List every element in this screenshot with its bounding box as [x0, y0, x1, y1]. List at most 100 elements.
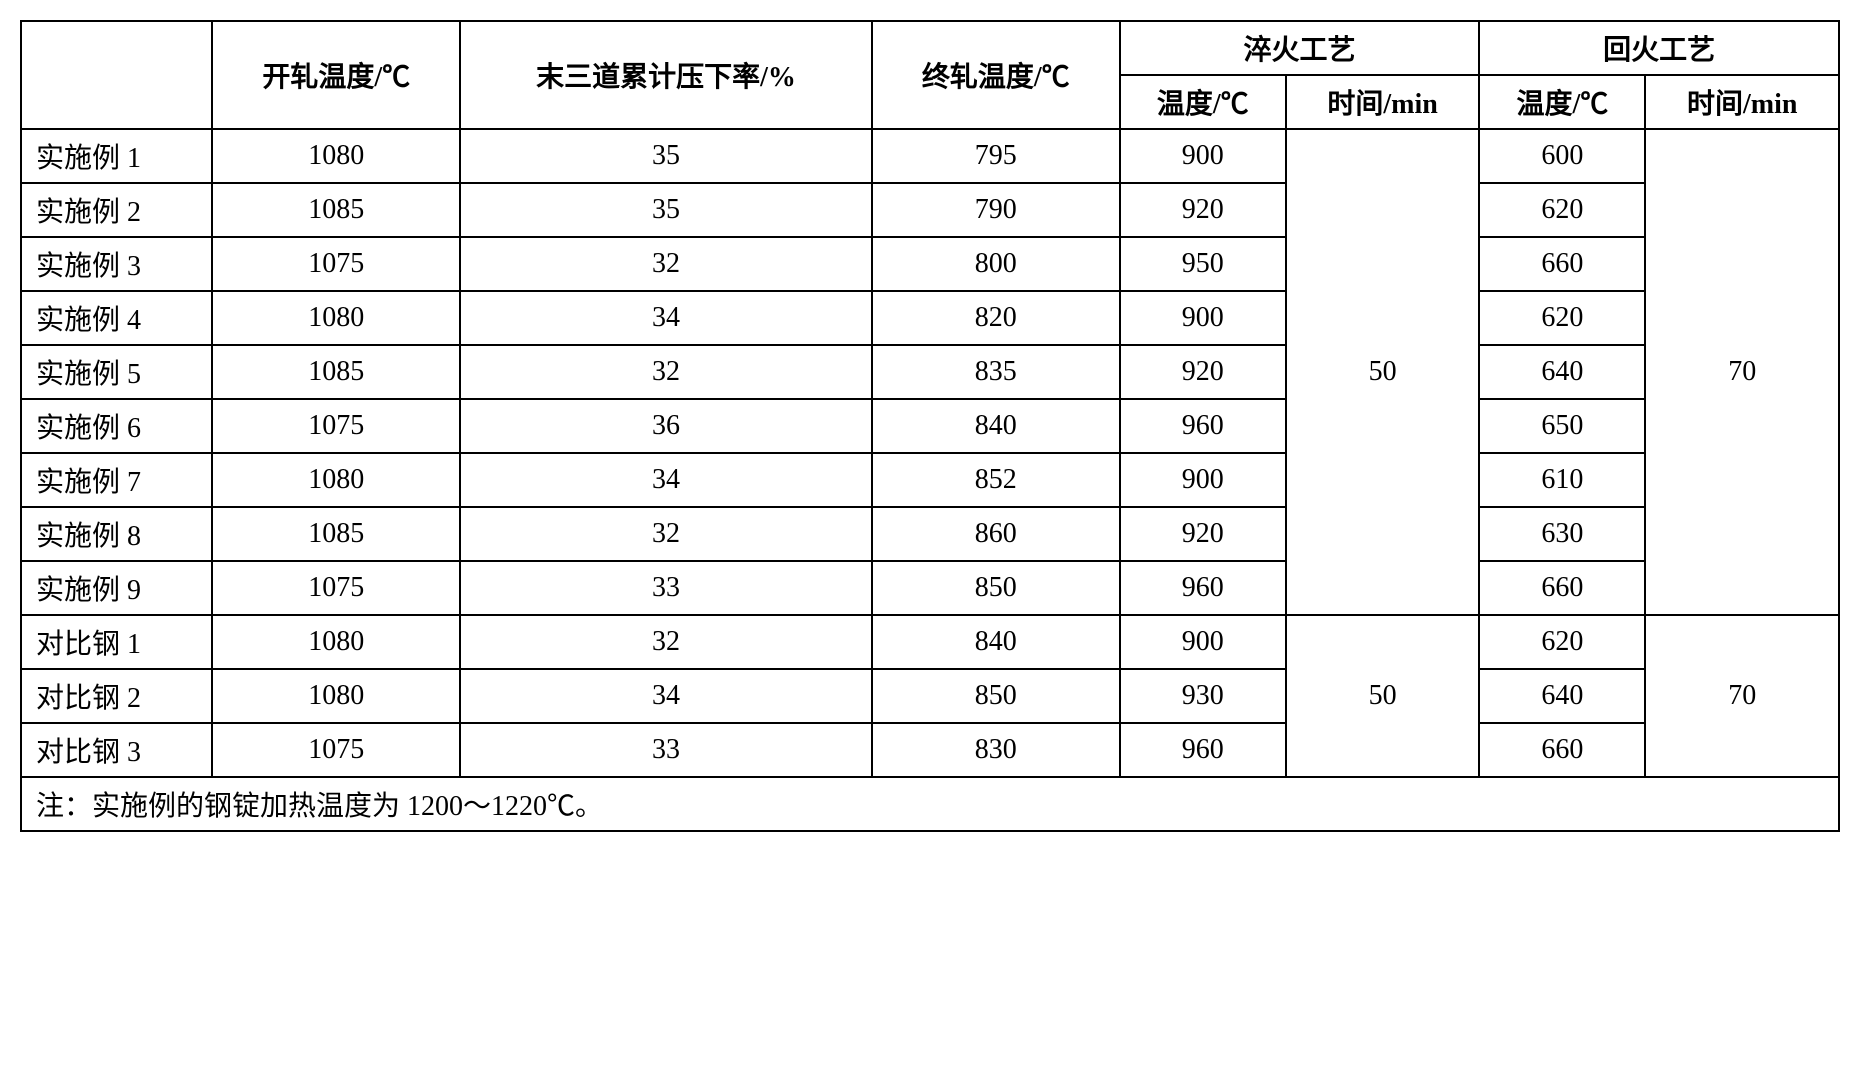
table-row: 实施例 8 1085 32 860 920 630: [21, 507, 1839, 561]
row-label: 对比钢 2: [21, 669, 212, 723]
cell-tt: 660: [1479, 561, 1645, 615]
header-temper-group: 回火工艺: [1479, 21, 1839, 75]
cell-tt: 640: [1479, 345, 1645, 399]
cell-reduction: 34: [460, 453, 872, 507]
row-label: 对比钢 1: [21, 615, 212, 669]
cell-finish: 800: [872, 237, 1120, 291]
header-temper-temp: 温度/℃: [1479, 75, 1645, 129]
cell-open: 1085: [212, 507, 460, 561]
cell-reduction: 35: [460, 183, 872, 237]
cell-qt: 900: [1120, 615, 1286, 669]
cell-qt: 920: [1120, 183, 1286, 237]
cell-qt: 900: [1120, 453, 1286, 507]
cell-open: 1080: [212, 453, 460, 507]
cell-qt: 930: [1120, 669, 1286, 723]
table-row: 实施例 3 1075 32 800 950 660: [21, 237, 1839, 291]
header-blank: [21, 21, 212, 129]
cell-qt: 900: [1120, 129, 1286, 183]
cell-tt: 660: [1479, 237, 1645, 291]
table-row: 实施例 4 1080 34 820 900 620: [21, 291, 1839, 345]
cell-reduction: 34: [460, 291, 872, 345]
cell-qt: 960: [1120, 399, 1286, 453]
header-quench-time: 时间/min: [1286, 75, 1479, 129]
cell-finish: 860: [872, 507, 1120, 561]
row-label: 实施例 7: [21, 453, 212, 507]
table-row: 对比钢 3 1075 33 830 960 660: [21, 723, 1839, 777]
row-label: 实施例 9: [21, 561, 212, 615]
row-label: 实施例 5: [21, 345, 212, 399]
cell-tt: 650: [1479, 399, 1645, 453]
cell-ttime-merged: 70: [1645, 615, 1839, 777]
header-temper-time: 时间/min: [1645, 75, 1839, 129]
process-table: 开轧温度/℃ 末三道累计压下率/% 终轧温度/℃ 淬火工艺 回火工艺 温度/℃ …: [20, 20, 1840, 832]
note-text: 注：实施例的钢锭加热温度为 1200～1220℃。: [21, 777, 1839, 831]
cell-finish: 830: [872, 723, 1120, 777]
cell-tt: 660: [1479, 723, 1645, 777]
table-row: 实施例 9 1075 33 850 960 660: [21, 561, 1839, 615]
row-label: 实施例 6: [21, 399, 212, 453]
table-row: 对比钢 2 1080 34 850 930 640: [21, 669, 1839, 723]
cell-qt: 960: [1120, 723, 1286, 777]
cell-tt: 630: [1479, 507, 1645, 561]
cell-tt: 610: [1479, 453, 1645, 507]
cell-reduction: 32: [460, 345, 872, 399]
cell-tt: 620: [1479, 291, 1645, 345]
cell-reduction: 33: [460, 723, 872, 777]
cell-tt: 620: [1479, 615, 1645, 669]
row-label: 实施例 8: [21, 507, 212, 561]
row-label: 实施例 3: [21, 237, 212, 291]
table-row: 实施例 7 1080 34 852 900 610: [21, 453, 1839, 507]
header-finish-temp: 终轧温度/℃: [872, 21, 1120, 129]
header-quench-group: 淬火工艺: [1120, 21, 1480, 75]
row-label: 实施例 4: [21, 291, 212, 345]
header-quench-temp: 温度/℃: [1120, 75, 1286, 129]
cell-finish: 850: [872, 669, 1120, 723]
cell-reduction: 36: [460, 399, 872, 453]
cell-finish: 795: [872, 129, 1120, 183]
row-label: 对比钢 3: [21, 723, 212, 777]
cell-qt: 920: [1120, 507, 1286, 561]
note-row: 注：实施例的钢锭加热温度为 1200～1220℃。: [21, 777, 1839, 831]
table-row: 对比钢 1 1080 32 840 900 50 620 70: [21, 615, 1839, 669]
cell-open: 1080: [212, 615, 460, 669]
cell-tt: 600: [1479, 129, 1645, 183]
cell-reduction: 33: [460, 561, 872, 615]
cell-qt: 960: [1120, 561, 1286, 615]
cell-open: 1080: [212, 129, 460, 183]
row-label: 实施例 2: [21, 183, 212, 237]
cell-qt: 900: [1120, 291, 1286, 345]
cell-finish: 820: [872, 291, 1120, 345]
cell-finish: 790: [872, 183, 1120, 237]
cell-finish: 852: [872, 453, 1120, 507]
cell-reduction: 32: [460, 615, 872, 669]
cell-tt: 620: [1479, 183, 1645, 237]
cell-reduction: 35: [460, 129, 872, 183]
cell-open: 1075: [212, 399, 460, 453]
cell-finish: 835: [872, 345, 1120, 399]
cell-qtime-merged: 50: [1286, 129, 1479, 615]
cell-qt: 950: [1120, 237, 1286, 291]
table-row: 实施例 1 1080 35 795 900 50 600 70: [21, 129, 1839, 183]
cell-qt: 920: [1120, 345, 1286, 399]
cell-open: 1085: [212, 183, 460, 237]
header-reduction: 末三道累计压下率/%: [460, 21, 872, 129]
cell-reduction: 32: [460, 237, 872, 291]
cell-reduction: 34: [460, 669, 872, 723]
cell-qtime-merged: 50: [1286, 615, 1479, 777]
cell-tt: 640: [1479, 669, 1645, 723]
cell-open: 1075: [212, 723, 460, 777]
header-row-1: 开轧温度/℃ 末三道累计压下率/% 终轧温度/℃ 淬火工艺 回火工艺: [21, 21, 1839, 75]
row-label: 实施例 1: [21, 129, 212, 183]
cell-open: 1085: [212, 345, 460, 399]
cell-reduction: 32: [460, 507, 872, 561]
cell-open: 1075: [212, 561, 460, 615]
table-row: 实施例 5 1085 32 835 920 640: [21, 345, 1839, 399]
table-row: 实施例 6 1075 36 840 960 650: [21, 399, 1839, 453]
header-open-temp: 开轧温度/℃: [212, 21, 460, 129]
cell-finish: 850: [872, 561, 1120, 615]
cell-finish: 840: [872, 399, 1120, 453]
table-row: 实施例 2 1085 35 790 920 620: [21, 183, 1839, 237]
cell-open: 1080: [212, 291, 460, 345]
cell-ttime-merged: 70: [1645, 129, 1839, 615]
cell-open: 1080: [212, 669, 460, 723]
